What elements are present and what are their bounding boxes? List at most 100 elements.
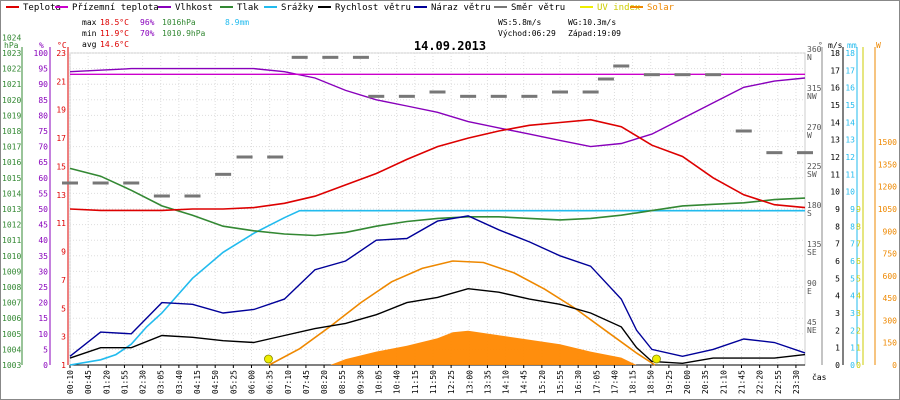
pct-tick-label: 70 xyxy=(38,143,48,152)
stats-min-press: 1010.9hPa xyxy=(162,29,206,38)
x-tick-label: 19:25 xyxy=(665,370,674,394)
stats-max-hum: 96% xyxy=(140,18,155,27)
series-teplota xyxy=(69,118,806,212)
w-tick-label: 300 xyxy=(883,316,898,325)
x-tick-label: 03:40 xyxy=(175,370,184,394)
series-smer-vetru-point xyxy=(460,94,477,98)
dir-tick-deg: 315 xyxy=(807,84,822,93)
x-tick-label: 21:10 xyxy=(719,370,728,394)
pct-tick-label: 65 xyxy=(38,158,48,167)
c-tick-label: 7 xyxy=(61,276,66,285)
dir-tick-deg: 225 xyxy=(807,162,822,171)
stats-ws: WS:5.8m/s xyxy=(498,18,542,27)
mm-tick-label: 2 xyxy=(850,326,855,335)
legend-label-rychlost-vetru: Rychlost větru xyxy=(335,3,411,13)
series-smer-vetru-point xyxy=(184,194,201,198)
dir-tick-label: W xyxy=(807,131,812,140)
stats-sunrise: Východ:06:29 xyxy=(498,29,556,38)
uv-tick-label: 0 xyxy=(856,361,861,370)
ms-tick-label: 5 xyxy=(835,274,840,283)
w-tick-label: 1500 xyxy=(878,138,897,147)
uv-tick-label: 8 xyxy=(856,222,861,231)
x-tick-label: 01:55 xyxy=(120,370,129,394)
c-unit: °C xyxy=(57,41,67,50)
pct-tick-label: 15 xyxy=(38,314,48,323)
uv-tick-label: 5 xyxy=(856,274,861,283)
pct-tick-label: 5 xyxy=(43,345,48,354)
hpa-tick-label: 1018 xyxy=(2,127,21,136)
hpa-tick-label: 1011 xyxy=(2,236,21,245)
uv-tick-label: 6 xyxy=(856,257,861,266)
hpa-tick-label: 1003 xyxy=(2,361,21,370)
dir-tick-label: NE xyxy=(807,326,817,335)
hpa-tick-label: 1015 xyxy=(2,174,21,183)
c-tick-label: 3 xyxy=(61,333,66,342)
w-tick-label: 900 xyxy=(883,227,898,236)
x-tick-label: 09:30 xyxy=(356,370,365,394)
hpa-tick-label: 1019 xyxy=(2,111,21,120)
series-smer-vetru-point xyxy=(352,55,369,59)
hpa-tick-label: 1014 xyxy=(2,189,21,198)
series-smer-vetru-point xyxy=(797,151,813,155)
series-smer-vetru-point xyxy=(123,181,140,185)
mm-tick-label: 11 xyxy=(845,170,855,179)
x-tick-label: 20:00 xyxy=(683,370,692,394)
c-tick-label: 15 xyxy=(56,162,66,171)
series-smer-vetru-point xyxy=(291,55,308,59)
pct-tick-label: 80 xyxy=(38,111,48,120)
series-smer-vetru-point xyxy=(215,172,232,176)
c-tick-label: 5 xyxy=(61,304,66,313)
ms-tick-label: 2 xyxy=(835,326,840,335)
hpa-tick-label: 1012 xyxy=(2,221,21,230)
stats-max-press: 1016hPa xyxy=(162,18,196,27)
ms-tick-label: 1 xyxy=(835,344,840,353)
pct-tick-label: 45 xyxy=(38,221,48,230)
ms-tick-label: 11 xyxy=(830,170,840,179)
pct-unit: % xyxy=(39,41,44,50)
w-tick-label: 600 xyxy=(883,272,898,281)
dir-tick-deg: 90 xyxy=(807,279,817,288)
hpa-tick-label: 1013 xyxy=(2,205,21,214)
x-tick-label: 18:15 xyxy=(629,370,638,394)
c-tick-label: 9 xyxy=(61,248,66,257)
stats-avg-label: avg xyxy=(82,40,97,49)
mm-tick-label: 3 xyxy=(850,309,855,318)
series-smer-vetru-point xyxy=(153,194,170,198)
ms-tick-label: 16 xyxy=(830,84,840,93)
series xyxy=(62,55,813,366)
pct-tick-label: 95 xyxy=(38,65,48,74)
x-tick-label: 18:50 xyxy=(647,370,656,394)
stats-avg-temp: 14.6°C xyxy=(100,40,129,49)
series-solar-fill xyxy=(330,330,637,365)
series-smer-vetru-point xyxy=(643,73,660,77)
series-smer-vetru-point xyxy=(552,90,568,94)
series-naraz-vetru xyxy=(69,215,806,358)
series-smer-vetru-point xyxy=(398,94,415,98)
hpa-tick-label: 1020 xyxy=(2,96,21,105)
series-solar xyxy=(268,260,656,366)
legend-label-uv-index: UV index xyxy=(597,3,641,13)
hpa-tick-label: 1017 xyxy=(2,143,21,152)
hpa-tick-label: 1021 xyxy=(2,80,21,89)
ms-tick-label: 13 xyxy=(830,136,840,145)
mm-tick-label: 9 xyxy=(850,205,855,214)
w-tick-label: 150 xyxy=(883,339,898,348)
series-smer-vetru-point xyxy=(92,181,109,185)
pct-tick-label: 20 xyxy=(38,299,48,308)
series-smer-vetru-point xyxy=(766,151,783,155)
x-tick-label: 14:10 xyxy=(502,370,511,394)
pct-tick-label: 10 xyxy=(38,330,48,339)
c-tick-label: 21 xyxy=(56,77,66,86)
mm-tick-label: 8 xyxy=(850,222,855,231)
ms-tick-label: 0 xyxy=(835,361,840,370)
uv-tick-label: 9 xyxy=(856,205,861,214)
stats-min-hum: 70% xyxy=(140,29,155,38)
x-tick-label: 06:00 xyxy=(247,370,256,394)
legend-label-teplota: Teplota xyxy=(23,3,61,13)
w-tick-label: 750 xyxy=(883,250,898,259)
hpa-tick-label: 1008 xyxy=(2,283,21,292)
dir-tick-deg: 45 xyxy=(807,318,817,327)
c-tick-label: 1 xyxy=(61,361,66,370)
uv-tick-label: 1 xyxy=(856,344,861,353)
